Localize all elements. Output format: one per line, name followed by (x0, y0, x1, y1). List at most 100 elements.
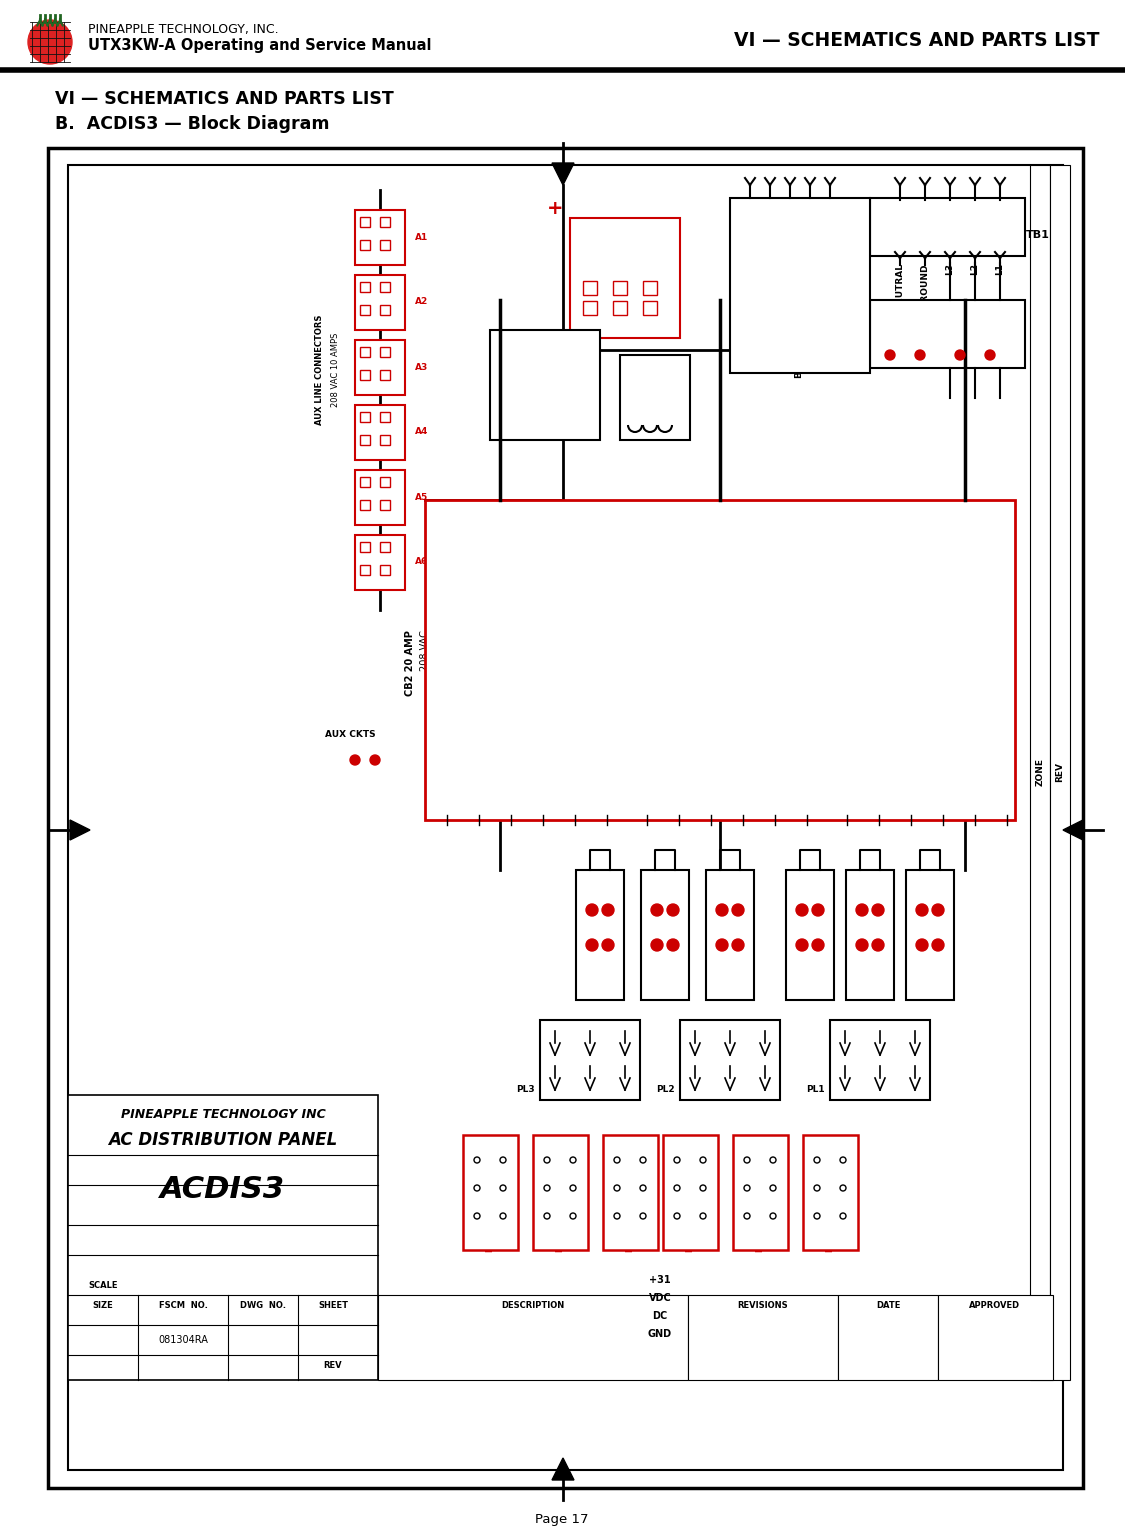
Text: 1: 1 (578, 886, 584, 895)
Circle shape (667, 904, 680, 917)
Bar (356, 340, 405, 395)
Text: JUNCTION: JUNCTION (795, 263, 804, 314)
Bar (360, 477, 370, 488)
Bar (803, 1135, 858, 1250)
Polygon shape (552, 163, 574, 185)
Bar (613, 281, 627, 295)
Text: DC: DC (652, 1310, 667, 1321)
Text: TB1: TB1 (1026, 231, 1050, 240)
Text: A5: A5 (415, 492, 429, 501)
Text: B5: B5 (771, 797, 780, 807)
Bar (464, 1135, 518, 1250)
Polygon shape (1063, 820, 1083, 840)
Text: DWG  NO.: DWG NO. (240, 1301, 286, 1309)
Text: B6: B6 (802, 797, 811, 807)
Circle shape (732, 940, 744, 950)
Text: CB8: CB8 (595, 980, 604, 1000)
Bar (378, 1295, 688, 1380)
Circle shape (885, 351, 896, 360)
Text: PS2-2: PS2-2 (556, 1224, 565, 1252)
Text: CB4: CB4 (865, 980, 874, 1000)
Bar (641, 871, 688, 1000)
Text: 6: 6 (616, 955, 621, 964)
Bar (380, 305, 390, 315)
Text: L3: L3 (945, 263, 954, 275)
Bar (360, 281, 370, 292)
Text: UTX3KW-A Operating and Service Manual: UTX3KW-A Operating and Service Manual (88, 38, 432, 52)
Bar (620, 355, 690, 440)
Bar (570, 218, 680, 338)
Bar (356, 404, 405, 460)
Bar (360, 435, 370, 444)
Circle shape (586, 904, 598, 917)
Text: 1: 1 (675, 1146, 680, 1155)
Text: BLK: BLK (945, 205, 954, 225)
Text: NEUTRAL: NEUTRAL (896, 263, 904, 311)
Bar (540, 1020, 640, 1100)
Circle shape (667, 940, 680, 950)
Bar (870, 198, 1025, 255)
Text: 3: 3 (578, 921, 584, 929)
Text: 4: 4 (840, 1173, 846, 1183)
Bar (360, 217, 370, 228)
Text: 1: 1 (745, 1146, 749, 1155)
Circle shape (651, 940, 663, 950)
Text: 4: 4 (692, 1058, 698, 1066)
Text: C2: C2 (874, 797, 883, 807)
Text: DATE: DATE (876, 1301, 900, 1309)
Text: 2: 2 (701, 1146, 705, 1155)
Text: AUX CKTS: AUX CKTS (325, 731, 376, 738)
Text: A3: A3 (506, 797, 515, 807)
Bar (380, 371, 390, 380)
Bar (533, 1135, 588, 1250)
Text: 081304RA: 081304RA (158, 1335, 208, 1346)
Text: VI — SCHEMATICS AND PARTS LIST: VI — SCHEMATICS AND PARTS LIST (55, 91, 394, 108)
Bar (360, 305, 370, 315)
Bar (380, 240, 390, 251)
Text: SCALE: SCALE (88, 1281, 118, 1290)
Bar (846, 871, 894, 1000)
Text: REVISIONS: REVISIONS (738, 1301, 789, 1309)
Text: A4: A4 (415, 428, 429, 437)
Bar (830, 1020, 930, 1100)
Text: 4: 4 (886, 921, 891, 929)
Text: 208 VAC: 208 VAC (927, 326, 968, 335)
Text: CB1  75 AMP: CB1 75 AMP (910, 308, 984, 318)
Circle shape (916, 940, 928, 950)
Text: 3: 3 (709, 921, 713, 929)
Text: 3: 3 (544, 1173, 549, 1183)
Text: C4: C4 (938, 797, 947, 807)
Text: 110 VAC: 110 VAC (604, 251, 646, 261)
Text: 4: 4 (552, 1058, 558, 1066)
Text: CB5: CB5 (806, 980, 814, 1000)
Text: BOX 4 POLE: BOX 4 POLE (795, 318, 804, 378)
Bar (360, 564, 370, 575)
Text: 1: 1 (552, 1023, 558, 1032)
Text: A4: A4 (539, 797, 548, 807)
Bar (360, 412, 370, 421)
Text: A1: A1 (415, 232, 429, 241)
Text: 2: 2 (640, 1146, 646, 1155)
Text: PRIMARY: PRIMARY (922, 225, 972, 234)
Text: 5: 5 (587, 1058, 593, 1066)
Text: 6: 6 (682, 955, 686, 964)
Text: L2: L2 (971, 263, 980, 275)
Text: 1: 1 (909, 886, 914, 895)
Bar (663, 1135, 718, 1250)
Bar (688, 1295, 838, 1380)
Text: 6: 6 (827, 955, 831, 964)
Text: 5: 5 (728, 1058, 732, 1066)
Text: 4: 4 (843, 1058, 847, 1066)
Text: REV: REV (324, 1361, 342, 1369)
Circle shape (812, 940, 824, 950)
Text: 208 VAC 10 AMPS: 208 VAC 10 AMPS (331, 332, 340, 408)
Text: PS1-2: PS1-2 (756, 1224, 765, 1252)
Text: PS2-3: PS2-3 (486, 1224, 495, 1252)
Text: CB7: CB7 (660, 980, 669, 1000)
Text: 6: 6 (501, 1201, 505, 1210)
Circle shape (856, 940, 868, 950)
Text: 4: 4 (570, 1173, 576, 1183)
Circle shape (796, 940, 808, 950)
Text: PL3: PL3 (516, 1086, 536, 1095)
Bar (583, 301, 597, 315)
